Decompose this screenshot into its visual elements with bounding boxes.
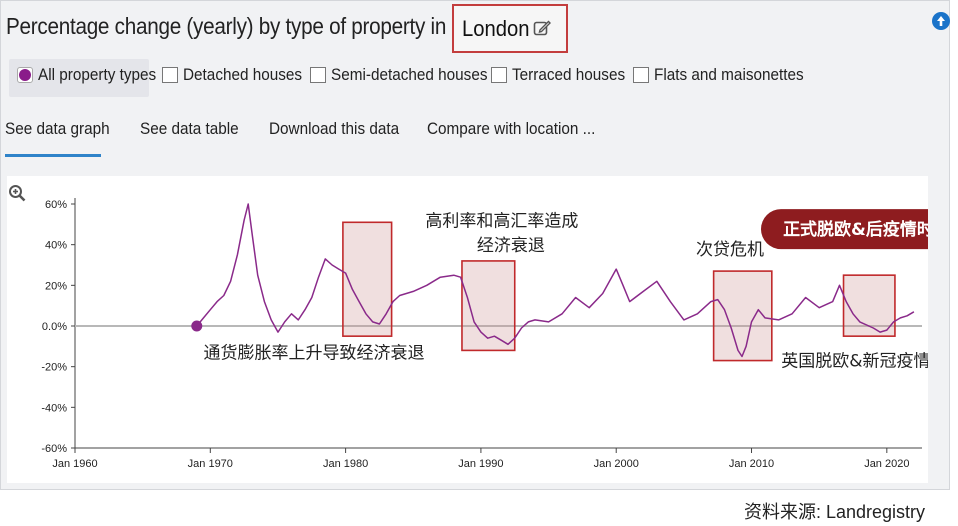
checkbox-icon[interactable]: [491, 67, 507, 83]
y-tick-label: 0.0%: [42, 321, 67, 333]
radio-checked-icon[interactable]: [17, 67, 33, 83]
y-tick-label: 60%: [45, 199, 67, 211]
highlight-box: [461, 260, 516, 352]
annotation-label: 次贷危机: [696, 240, 764, 260]
property-type-filters: All property types Detached houses Semi-…: [5, 59, 945, 95]
x-tick-label: Jan 1990: [458, 458, 503, 470]
view-tabs: See data graph See data table Download t…: [1, 109, 941, 157]
page-title: Percentage change (yearly) by type of pr…: [6, 13, 447, 39]
tab-see-data-table[interactable]: See data table: [140, 119, 239, 138]
checkbox-icon[interactable]: [633, 67, 649, 83]
title-row: Percentage change (yearly) by type of pr…: [1, 1, 950, 53]
checkbox-icon[interactable]: [162, 67, 178, 83]
series-start-marker: [191, 320, 203, 332]
location-label: London: [462, 16, 530, 41]
x-tick-label: Jan 2020: [864, 458, 909, 470]
y-tick-label: 20%: [45, 280, 67, 292]
line-chart: 60% 40% 20% 0.0% -20% -40% -60% Jan 1960 Jan 197…: [41, 198, 928, 470]
annotation-badge: [760, 209, 928, 250]
zoom-in-icon[interactable]: [8, 184, 26, 202]
chart-area: 60% 40% 20% 0.0% -20% -40% -60% Jan 1960 Jan 197…: [7, 176, 928, 483]
tab-download-data[interactable]: Download this data: [269, 119, 400, 138]
x-tick-label: Jan 1970: [188, 458, 233, 470]
y-tick-label: -60%: [41, 443, 67, 455]
active-tab-underline: [5, 154, 101, 157]
series-line: [196, 203, 915, 358]
annotation-label: 高利率和高汇率造成: [425, 211, 578, 231]
tab-see-data-graph[interactable]: See data graph: [5, 119, 110, 138]
annotation-label: 英国脱欧&新冠疫情: [781, 352, 928, 372]
x-tick-label: Jan 1960: [52, 458, 97, 470]
edit-icon[interactable]: [533, 19, 551, 37]
y-tick-label: -40%: [41, 402, 67, 414]
annotation-label: 通货膨胀率上升导致经济衰退: [204, 344, 425, 364]
y-tick-label: -20%: [41, 362, 67, 374]
annotation-label: 经济衰退: [477, 236, 545, 256]
tab-compare-location[interactable]: Compare with location ...: [427, 119, 596, 138]
chart-panel: Percentage change (yearly) by type of pr…: [0, 0, 950, 490]
source-note: 资料来源: Landregistry: [744, 502, 926, 522]
highlight-box: [342, 221, 393, 337]
arrow-up-circle-icon[interactable]: [932, 12, 950, 30]
annotation-badge-label: 正式脱欧&后疫情时代: [783, 219, 928, 240]
checkbox-icon[interactable]: [310, 67, 326, 83]
x-tick-label: Jan 1980: [323, 458, 368, 470]
highlight-box: [842, 274, 896, 337]
x-tick-label: Jan 2000: [594, 458, 639, 470]
x-tick-label: Jan 2010: [729, 458, 774, 470]
y-tick-label: 40%: [45, 240, 67, 252]
highlight-box: [712, 270, 773, 362]
location-selector[interactable]: London: [452, 4, 568, 53]
